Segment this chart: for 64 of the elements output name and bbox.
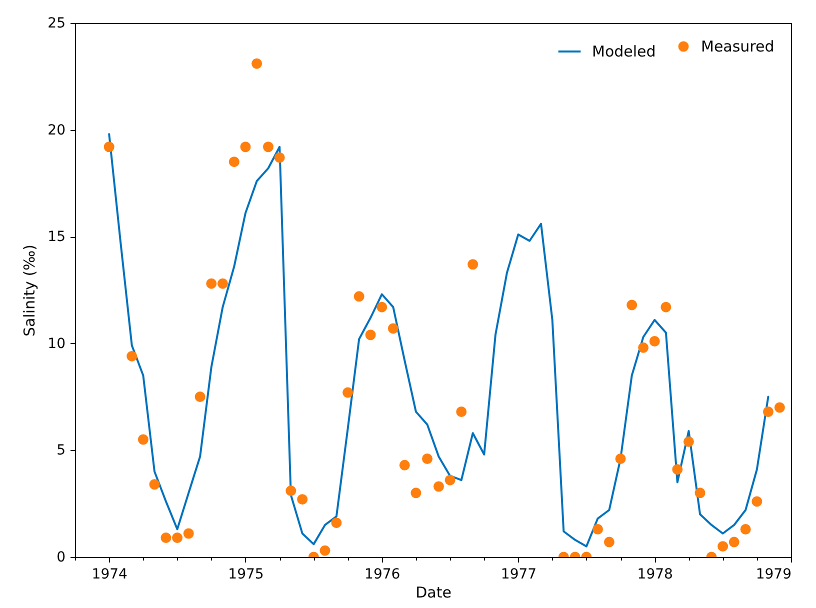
point xyxy=(228,156,240,168)
point xyxy=(104,142,114,152)
point xyxy=(468,259,478,270)
point xyxy=(126,350,138,362)
point xyxy=(342,387,354,398)
point xyxy=(626,300,638,310)
y-tick-label: 25 xyxy=(48,16,66,32)
point xyxy=(138,434,148,445)
point xyxy=(683,436,694,447)
legend-label: Modeled xyxy=(592,42,656,60)
point xyxy=(399,460,410,470)
point xyxy=(149,479,160,490)
point xyxy=(718,541,728,552)
legend-label: Measured xyxy=(701,38,774,56)
point xyxy=(206,278,217,289)
point xyxy=(433,481,444,492)
x-tick-label: 1975 xyxy=(228,566,264,582)
point xyxy=(615,454,626,464)
x-tick-label: 1979 xyxy=(756,566,792,582)
x-tick-label: 1977 xyxy=(500,566,537,582)
point xyxy=(740,524,751,534)
point xyxy=(194,392,206,402)
y-axis-title: Salinity (‰) xyxy=(20,244,39,337)
y-tick-label: 20 xyxy=(48,122,66,138)
point xyxy=(388,323,398,334)
point xyxy=(604,536,614,548)
point xyxy=(183,528,194,539)
x-axis-title: Date xyxy=(416,584,452,602)
point xyxy=(263,142,274,152)
point xyxy=(762,406,774,417)
point xyxy=(331,518,342,528)
point xyxy=(172,532,183,544)
point xyxy=(444,474,456,486)
point xyxy=(240,142,251,152)
point xyxy=(320,545,330,556)
line-series xyxy=(108,133,770,548)
point xyxy=(252,58,262,69)
point xyxy=(456,406,467,417)
point xyxy=(286,486,296,496)
point xyxy=(376,302,388,312)
x-tick-label: 1976 xyxy=(364,566,400,582)
point xyxy=(660,302,672,312)
x-tick-label: 1974 xyxy=(92,566,128,582)
point xyxy=(638,342,649,353)
y-tick-label: 15 xyxy=(48,229,66,246)
point xyxy=(422,454,433,464)
point xyxy=(160,532,172,544)
point xyxy=(649,336,660,346)
point xyxy=(728,536,740,548)
y-tick-label: 5 xyxy=(56,442,66,459)
x-tick-label: 1978 xyxy=(637,566,673,582)
point xyxy=(592,524,603,534)
point xyxy=(217,278,228,289)
point xyxy=(410,488,422,498)
point xyxy=(297,494,308,505)
point xyxy=(354,291,364,302)
point xyxy=(365,330,376,340)
point xyxy=(274,152,285,163)
point xyxy=(752,496,762,507)
point xyxy=(672,464,683,475)
point xyxy=(774,402,785,413)
y-tick-label: 0 xyxy=(56,550,66,566)
y-tick-label: 10 xyxy=(48,336,66,352)
point xyxy=(694,488,706,498)
